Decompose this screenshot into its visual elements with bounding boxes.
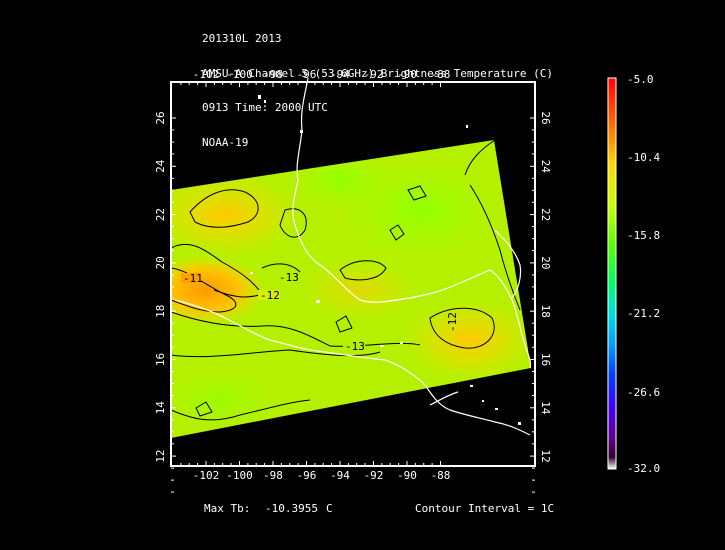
lat-tick-label-right: 18 [539, 305, 552, 318]
coastline [174, 77, 532, 436]
max-tb-value: -10.3955 [265, 502, 318, 515]
lon-tick-label-top: -92 [364, 68, 384, 81]
colorbar-frame [607, 77, 617, 470]
colorbar-label: -26.6 [627, 386, 661, 399]
max-tb-label: Max Tb: [204, 502, 251, 515]
lat-tick-label-right: 20 [539, 256, 552, 269]
lat-tick-label-right: 12 [539, 449, 552, 462]
lat-tick-label-left: 24 [154, 159, 167, 173]
lat-tick-label-right: 16 [539, 353, 552, 366]
lon-tick-label-bottom: -96 [297, 469, 317, 482]
contour-label: -13 [345, 340, 365, 353]
lon-tick-label-bottom: -94 [330, 469, 350, 482]
lon-tick-label-bottom: -98 [263, 469, 283, 482]
swath-field [171, 140, 531, 438]
lat-tick-label-left: 14 [154, 401, 167, 415]
lon-tick-label-bottom: -92 [364, 469, 384, 482]
contour-label: -12 [446, 312, 459, 332]
lon-tick-label-top: -96 [297, 68, 317, 81]
lat-tick-label-left: 18 [154, 305, 167, 318]
contour-lines [170, 139, 521, 421]
lon-tick-label-top: -90 [397, 68, 417, 81]
colorbar-label: -5.0 [627, 73, 654, 86]
lon-tick-label-top: -98 [263, 68, 283, 81]
colorbar-label: -21.2 [627, 307, 661, 320]
lat-tick-label-left: 12 [154, 449, 167, 462]
colorbar-label: -32.0 [627, 462, 661, 475]
lat-tick-label-left: 16 [154, 353, 167, 366]
lat-tick-label-left: 22 [154, 208, 167, 221]
coast-islands [250, 95, 521, 425]
lat-tick-label-left: 20 [154, 256, 167, 269]
contour-interval: Contour Interval = 1C [415, 502, 555, 515]
axis-tick-labels: -102 -102 -100 -100 -98 -98 -96 -96 -94 -94 -92 -92… [154, 68, 552, 482]
title-time: 0913 Time: 2000 UTC [202, 101, 328, 114]
lon-tick-label-bottom: -100 [226, 469, 253, 482]
lon-tick-label-top: -94 [330, 68, 350, 81]
axis-ticks [171, 82, 535, 493]
lon-tick-label-top: -100 [226, 68, 253, 81]
colorbar-label: -10.4 [627, 151, 661, 164]
contour-labels: -11 -12 -13 -13 -12 [181, 271, 459, 353]
lon-tick-label-bottom: -90 [397, 469, 417, 482]
lon-tick-label-top: -88 [431, 68, 451, 81]
lat-tick-label-right: 26 [539, 111, 552, 124]
contour-label: -13 [279, 271, 299, 284]
colorbar [608, 78, 616, 469]
title-block: 201310L 2013 AMSU-A Channel 5 (53.6GHz) … [202, 10, 553, 160]
lon-tick-label-bottom: -102 [193, 469, 220, 482]
lat-tick-label-left: 26 [154, 111, 167, 124]
contour-label: -12 [260, 289, 280, 302]
title-satellite: NOAA-19 [202, 135, 249, 149]
max-tb-unit: C [326, 502, 333, 515]
contour-label: -11 [183, 272, 203, 285]
map-frame [170, 81, 536, 467]
lat-tick-label-right: 14 [539, 401, 552, 415]
lon-tick-label-bottom: -88 [431, 469, 451, 482]
lat-tick-label-right: 24 [539, 160, 552, 174]
colorbar-label: -15.8 [627, 229, 661, 242]
title-date: 201310L 2013 [202, 32, 282, 45]
lat-tick-label-right: 22 [539, 208, 552, 221]
lon-tick-label-top: -102 [193, 68, 220, 81]
title-channel: AMSU-A Channel 5 (53.6GHz) Brightness Te… [202, 66, 553, 80]
